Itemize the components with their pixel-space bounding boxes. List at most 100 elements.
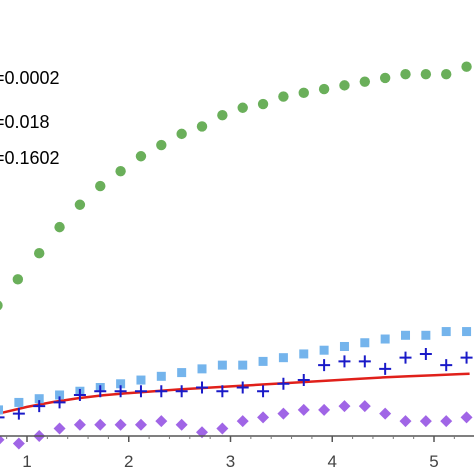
series-3-point	[73, 388, 86, 401]
series-4-point	[0, 435, 5, 445]
series-2-point	[14, 397, 24, 407]
series-4-point	[216, 422, 229, 435]
legend-label-1: =0.0002	[0, 68, 60, 88]
series-3-point	[196, 381, 209, 394]
series-1-point	[135, 151, 147, 162]
series-2-point	[360, 338, 370, 348]
series-4-point	[94, 418, 107, 431]
legend: =0.0002 =0.018 =0.1602	[0, 68, 60, 168]
series-1-point	[0, 300, 3, 311]
series-3-point	[318, 359, 331, 372]
series-3-point	[297, 374, 310, 387]
series-2-point	[55, 390, 65, 400]
series-2-point	[116, 379, 126, 389]
series-2-point	[319, 345, 329, 355]
x-tick-label: 3	[226, 452, 235, 471]
series-1-point	[217, 110, 228, 121]
series-2-point	[34, 394, 44, 404]
series-1-point	[176, 128, 187, 140]
series-3-point	[358, 355, 371, 368]
x-tick-label: 2	[124, 452, 133, 471]
series-1-point	[257, 98, 269, 110]
series-3-point	[175, 385, 188, 398]
series-4-point	[440, 415, 453, 428]
series-4-point	[155, 415, 168, 428]
series-1-point	[420, 68, 432, 80]
series-4-point	[134, 418, 147, 431]
series-3-point	[277, 377, 290, 390]
series-4-point	[257, 411, 270, 424]
legend-label-2: =0.018	[0, 112, 50, 132]
series-3-point	[33, 400, 46, 413]
series-2-point	[217, 360, 227, 370]
series-4-point	[277, 407, 290, 420]
series-3-point	[134, 385, 147, 398]
series-1-point	[156, 139, 167, 151]
series-3-point	[0, 416, 5, 419]
series-1-point	[12, 274, 24, 285]
series-3-point	[460, 351, 473, 364]
series-1-point	[318, 83, 330, 95]
series-3-point	[114, 385, 127, 398]
series-1-point	[298, 87, 309, 99]
x-tick-label: 5	[429, 452, 438, 471]
series-3-point	[236, 381, 249, 394]
data-points-layer	[0, 61, 473, 450]
series-4-point	[358, 400, 371, 413]
series-4-point	[460, 411, 473, 424]
series-4-point	[175, 418, 188, 431]
series-2-point	[441, 327, 451, 337]
fit-curve	[0, 372, 470, 415]
series-1-point	[237, 102, 248, 113]
series-2-point	[462, 327, 472, 337]
series-3-point	[440, 359, 453, 372]
series-3-point	[216, 385, 229, 398]
series-3-point	[338, 355, 351, 368]
series-4-point	[236, 415, 249, 428]
legend-label-3: =0.1602	[0, 148, 60, 168]
x-tick-label: 4	[328, 452, 337, 471]
series-1-point	[461, 61, 472, 72]
series-1-point	[115, 165, 126, 177]
series-3-point	[53, 396, 66, 409]
x-axis: 1 2 3 4 5	[0, 435, 474, 471]
series-1-point	[359, 76, 371, 87]
series-2-point	[136, 375, 146, 385]
series-2-point	[0, 405, 4, 415]
series-2-point	[177, 368, 187, 378]
series-1-point	[278, 91, 289, 102]
series-4-point	[318, 403, 331, 416]
series-4-point	[12, 437, 25, 450]
series-4-point	[379, 407, 392, 420]
series-2-point	[238, 360, 248, 370]
x-tick-label: 1	[22, 452, 31, 471]
series-2-point	[339, 341, 349, 351]
series-1-point	[34, 248, 45, 259]
series-1-point	[379, 72, 391, 84]
series-1-point	[441, 68, 452, 80]
series-2-point	[197, 364, 207, 374]
fit-curve-layer	[0, 372, 470, 415]
series-3-point	[419, 347, 432, 360]
series-2-point	[258, 356, 268, 366]
series-1-point	[95, 180, 106, 192]
series-3-point	[155, 385, 168, 398]
series-4-point	[73, 418, 86, 431]
series-3-point	[257, 385, 270, 398]
series-4-point	[297, 403, 310, 416]
series-2-point	[156, 371, 166, 381]
series-1-point	[74, 199, 86, 210]
series-4-point	[338, 400, 351, 413]
series-3-point	[94, 385, 107, 398]
series-3-point	[12, 407, 25, 420]
series-3-point	[399, 351, 412, 364]
series-1-point	[339, 80, 350, 91]
series-1-point	[196, 121, 208, 132]
series-2-point	[299, 349, 309, 359]
series-2-point	[421, 330, 431, 340]
series-2-point	[380, 334, 390, 344]
series-4-point	[114, 418, 127, 431]
series-2-point	[401, 330, 411, 340]
series-3-point	[379, 362, 392, 375]
